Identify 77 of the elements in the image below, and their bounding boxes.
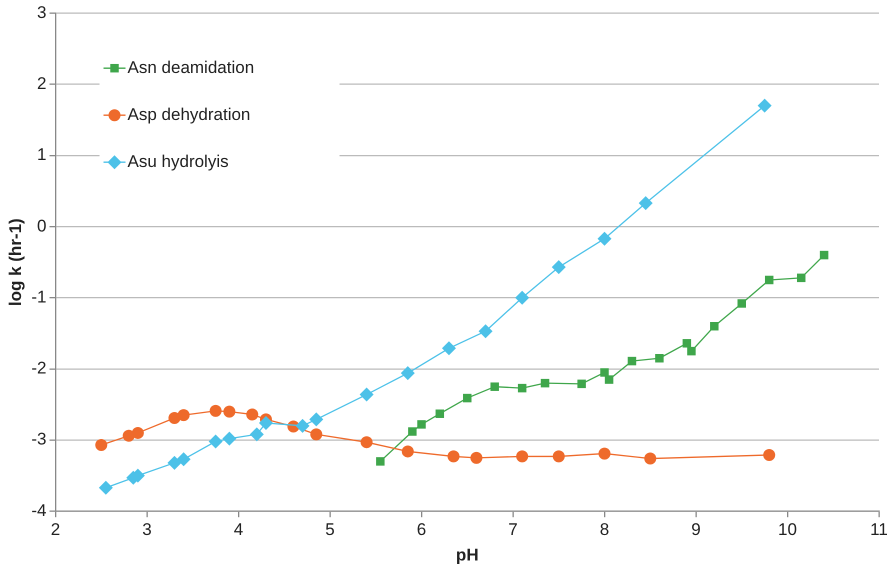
point	[540, 378, 550, 388]
point	[223, 406, 236, 418]
point	[167, 456, 182, 470]
point	[210, 404, 222, 417]
point	[638, 196, 653, 210]
point	[463, 394, 472, 402]
x-tick-label: 2	[50, 520, 60, 540]
point	[687, 346, 696, 356]
point	[600, 368, 609, 377]
y-tick-label: -2	[31, 358, 47, 378]
point	[309, 412, 324, 426]
x-tick-label: 9	[691, 520, 701, 540]
point	[490, 382, 499, 391]
point	[360, 388, 374, 402]
point	[710, 322, 719, 330]
x-tick-label: 8	[600, 520, 610, 540]
legend-label: Asu hydrolyis	[128, 152, 229, 171]
point	[442, 341, 456, 356]
x-axis-title: pH	[456, 545, 479, 564]
x-tick-label: 6	[416, 520, 426, 540]
point	[604, 375, 614, 384]
point	[763, 448, 776, 461]
point	[408, 427, 417, 436]
y-tick-label: 0	[37, 216, 47, 236]
x-tick-label: 11	[870, 520, 888, 540]
point	[598, 232, 612, 246]
point	[258, 416, 273, 430]
point	[518, 384, 526, 392]
point	[796, 274, 806, 282]
x-tick-label: 10	[778, 520, 797, 540]
y-tick-label: 1	[37, 145, 47, 164]
y-tick-label: 3	[37, 2, 47, 22]
point	[436, 409, 444, 418]
y-tick-label: -3	[31, 430, 47, 449]
x-tick-label: 5	[325, 520, 335, 540]
point	[296, 418, 310, 433]
point	[98, 480, 113, 495]
y-tick-label: -1	[31, 287, 47, 306]
x-tick-label: 3	[142, 520, 152, 540]
point	[478, 324, 493, 338]
point	[360, 436, 373, 448]
point	[310, 428, 322, 440]
point	[516, 450, 528, 462]
point	[598, 448, 611, 460]
y-tick-label: -4	[31, 500, 47, 520]
legend-label: Asn deamidation	[128, 58, 254, 77]
point	[448, 450, 460, 462]
point	[376, 457, 385, 466]
point	[820, 250, 828, 260]
point	[764, 276, 774, 284]
point	[400, 366, 415, 380]
y-axis-title: log k (hr-1)	[6, 218, 25, 306]
point	[222, 432, 236, 446]
point	[577, 380, 586, 388]
point	[250, 427, 264, 442]
point	[402, 445, 414, 458]
legend-label: Asp dehydration	[128, 104, 250, 124]
point	[178, 409, 190, 422]
point	[552, 450, 565, 462]
point	[655, 354, 664, 362]
x-tick-label: 7	[508, 520, 518, 540]
point	[682, 339, 692, 348]
point	[552, 260, 566, 274]
point	[246, 408, 258, 420]
point	[738, 299, 746, 308]
point	[95, 439, 108, 452]
point	[176, 452, 191, 466]
point	[470, 452, 482, 464]
point	[644, 452, 656, 465]
point	[417, 420, 426, 429]
point	[208, 434, 223, 448]
x-tick-label: 4	[234, 520, 244, 540]
point	[628, 356, 636, 366]
y-tick-label: 2	[37, 74, 47, 94]
point	[515, 290, 530, 305]
point	[758, 98, 772, 113]
point	[132, 426, 144, 439]
